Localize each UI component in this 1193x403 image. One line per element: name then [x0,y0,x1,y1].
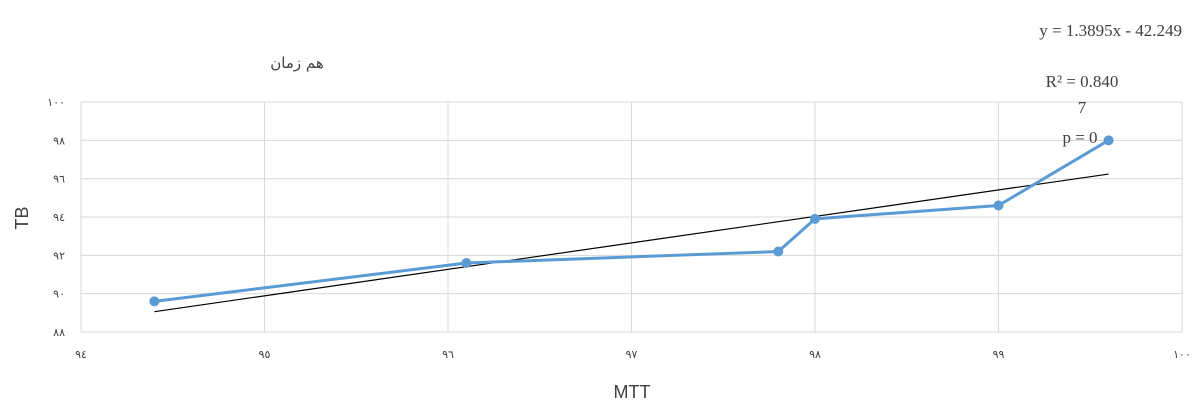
trendline [154,173,1109,313]
data-point [461,258,472,268]
y-tick-label: ۸۸ [53,326,65,339]
data-point [1103,135,1114,146]
x-tick-label: ۹٥ [259,348,271,361]
y-tick-label: ۹٦ [53,173,65,186]
series-line [154,139,1110,303]
x-tick-label: ۹۸ [809,348,821,361]
x-tick-label: ۹٦ [442,348,454,361]
y-tick-label: ۹۰ [53,288,65,301]
r-squared-continuation: 7 [1078,98,1087,117]
x-tick-label: ۱۰۰ [1173,348,1191,361]
x-tick-label: ۹۷ [626,348,638,361]
data-point [773,246,784,257]
y-axis-title: TB [12,206,32,229]
regression-equation: y = 1.3895x - 42.249 [1039,21,1182,40]
y-tick-label: ۹۲ [53,249,65,262]
y-tick-label: ۹٤ [53,211,65,224]
x-tick-label: ۹۹ [993,348,1005,361]
x-axis-title: MTT [614,382,651,402]
y-tick-label: ۱۰۰ [47,96,65,109]
r-squared: R² = 0.840 [1046,72,1119,91]
p-value: p = 0 [1062,128,1097,147]
grid [80,101,1183,333]
data-point [149,296,160,307]
data-point [810,213,820,224]
tick-labels: ۹٤ ۹٥ ۹٦ ۹۷ ۹۸ ۹۹ ۱۰۰ ۸۸ ۹۰ ۹۲ ۹٤ ۹٦ ۹۸ ۱۰۰ [47,96,1191,361]
chart-title: هم زمان [270,54,324,72]
y-tick-label: ۹۸ [53,134,65,147]
series-layer [149,135,1114,307]
trendline-layer [154,173,1109,313]
data-point [993,200,1004,211]
x-tick-label: ۹٤ [75,348,87,361]
